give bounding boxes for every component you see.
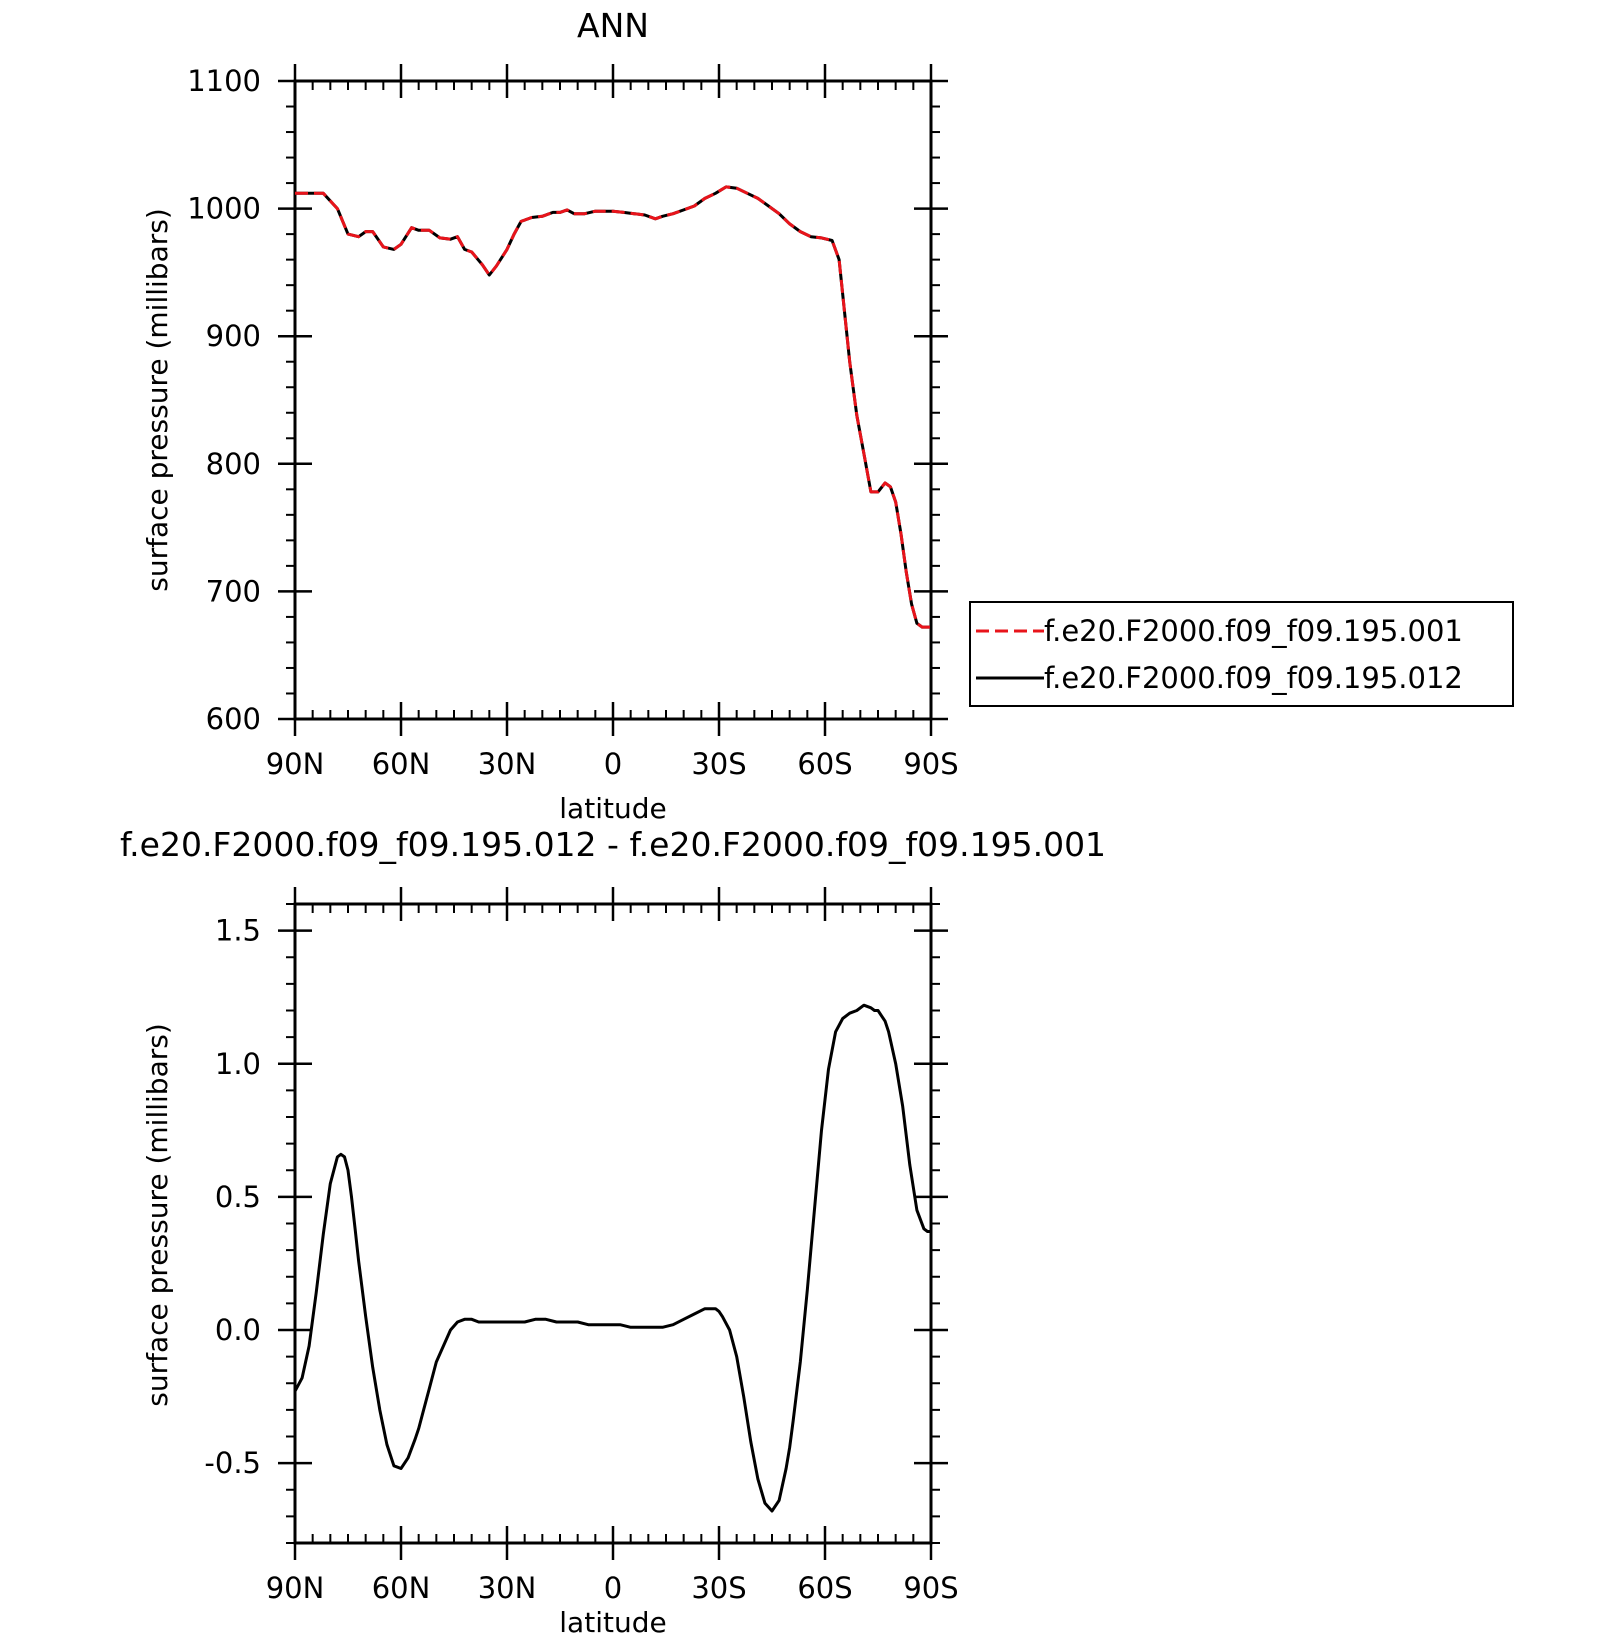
bottom-y-tick-label: 0.5: [215, 1180, 261, 1214]
top-y-tick-label: 700: [206, 574, 261, 608]
bottom-x-tick-label: 60N: [372, 1571, 431, 1605]
top-y-axis-label: surface pressure (millibars): [141, 208, 174, 592]
top-x-tick-label: 30S: [691, 747, 746, 781]
top-x-tick-label: 30N: [478, 747, 537, 781]
bottom-y-axis-label: surface pressure (millibars): [141, 1023, 174, 1407]
bottom-y-tick-label: 1.0: [215, 1047, 261, 1081]
bottom-series-line-1: [293, 1003, 931, 1513]
top-panel: ANN latitude surface pressure (millibars…: [141, 6, 1514, 825]
top-x-tick-label: 60S: [797, 747, 852, 781]
top-x-tick-label: 90S: [903, 747, 958, 781]
bottom-y-tick-label: 0.0: [215, 1313, 261, 1347]
top-x-tick-label: 90N: [266, 747, 325, 781]
legend-label-series-2: f.e20.F2000.f09_f09.195.012: [1044, 661, 1463, 695]
legend-label-series-1: f.e20.F2000.f09_f09.195.001: [1044, 614, 1463, 648]
bottom-y-tick-label: -0.5: [204, 1446, 261, 1480]
bottom-chart-title: f.e20.F2000.f09_f09.195.012 - f.e20.F200…: [120, 825, 1106, 864]
bottom-x-tick-label: 90S: [903, 1571, 958, 1605]
bottom-panel: f.e20.F2000.f09_f09.195.012 - f.e20.F200…: [120, 825, 1106, 1635]
legend-box: [969, 601, 1514, 707]
top-y-tick-label: 1000: [187, 192, 261, 226]
top-y-tick-label: 900: [206, 319, 261, 353]
top-x-tick-label: 60N: [372, 747, 431, 781]
bottom-y-tick-label: 1.5: [215, 914, 261, 948]
top-x-axis-label: latitude: [559, 792, 666, 825]
bottom-x-tick-label: 30S: [691, 1571, 746, 1605]
top-chart-title: ANN: [577, 6, 649, 45]
top-y-tick-label: 600: [206, 702, 261, 736]
top-plot-frame: [293, 79, 933, 721]
bottom-plot-frame: [293, 902, 933, 1545]
top-legend: f.e20.F2000.f09_f09.195.001 f.e20.F2000.…: [969, 601, 1514, 707]
top-y-tick-label: 1100: [187, 64, 261, 98]
top-x-tick-label: 0: [604, 747, 622, 781]
bottom-x-tick-label: 30N: [478, 1571, 537, 1605]
bottom-x-tick-label: 0: [604, 1571, 622, 1605]
top-series-line-1: [295, 185, 931, 629]
top-y-tick-label: 800: [206, 447, 261, 481]
bottom-x-tick-label: 60S: [797, 1571, 852, 1605]
bottom-x-tick-label: 90N: [266, 1571, 325, 1605]
bottom-x-axis-label: latitude: [559, 1606, 666, 1635]
